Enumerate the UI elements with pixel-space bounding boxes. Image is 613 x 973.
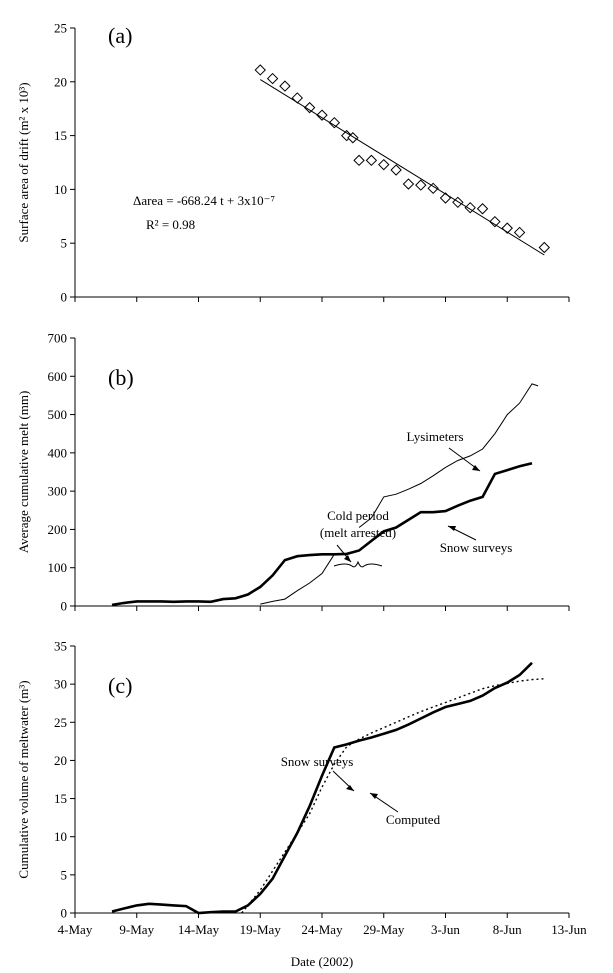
arrowhead	[346, 785, 354, 791]
annot-cold-period: Cold period	[327, 508, 389, 523]
annot-lysimeters: Lysimeters	[406, 429, 463, 444]
data-point-diamond	[365, 154, 378, 167]
y-tick-label: 5	[61, 867, 68, 882]
data-point-diamond	[316, 109, 328, 121]
data-point-diamond	[254, 64, 266, 76]
data-point-diamond	[538, 241, 551, 254]
annot-snow-surveys: Snow surveys	[281, 754, 354, 769]
y-axis-title: Average cumulative melt (mm)	[16, 391, 31, 554]
y-axis-title: Cumulative volume of meltwater (m³)	[16, 680, 31, 878]
x-tick-label: 14-May	[178, 922, 220, 937]
series-snow-surveys	[111, 661, 533, 915]
data-point-diamond	[427, 182, 439, 195]
panel-label: (b)	[108, 365, 134, 390]
panel-label: (c)	[108, 673, 132, 698]
y-tick-label: 200	[48, 522, 68, 537]
y-tick-label: 30	[54, 677, 67, 692]
x-tick-label: 13-Jun	[551, 922, 587, 937]
y-tick-label: 20	[54, 74, 67, 89]
data-point-diamond	[279, 80, 291, 92]
data-point-diamond	[489, 215, 501, 228]
y-tick-label: 25	[54, 21, 67, 36]
x-tick-label: 9-May	[119, 922, 154, 937]
series-snow-surveys	[111, 461, 533, 607]
y-tick-label: 500	[48, 407, 68, 422]
series-computed	[241, 678, 545, 914]
annot-melt-arrested: (melt arrested)	[320, 525, 396, 540]
data-point-diamond	[390, 164, 402, 176]
panel-b: 0 100 200 300 400 500 600 700 (b) Average cumulat…	[16, 331, 570, 614]
y-tick-label: 10	[54, 182, 67, 197]
panel-c: 0 5 10 15 20 25 30 35 4-May 9-May 14-May 19-May 24-M…	[16, 639, 587, 970]
r-squared-label: R² = 0.98	[146, 217, 195, 232]
series-lysimeters	[260, 383, 539, 605]
y-tick-label: 0	[61, 599, 68, 614]
data-point-diamond	[266, 72, 279, 85]
data-point-diamond	[291, 92, 304, 104]
data-point-diamond	[415, 179, 427, 191]
y-tick-label: 35	[54, 639, 67, 654]
arrowhead	[472, 465, 480, 471]
data-point-diamond	[402, 178, 415, 190]
y-tick-label: 0	[61, 290, 68, 305]
y-tick-label: 0	[61, 906, 68, 921]
x-tick-label: 24-May	[301, 922, 343, 937]
x-axis-title: Date (2002)	[291, 954, 353, 969]
y-tick-label: 400	[48, 445, 68, 460]
panel-label: (a)	[108, 23, 132, 48]
data-point-diamond	[452, 196, 464, 209]
arrowhead	[448, 526, 456, 531]
data-point-diamond	[476, 203, 489, 215]
annot-snow-surveys: Snow surveys	[440, 540, 513, 555]
data-point-diamond	[513, 226, 526, 239]
arrowhead	[370, 793, 378, 799]
x-tick-label: 29-May	[363, 922, 405, 937]
y-tick-label: 25	[54, 715, 67, 730]
arrowhead	[344, 555, 351, 562]
x-tick-label: 8-Jun	[493, 922, 522, 937]
y-tick-label: 15	[54, 791, 67, 806]
data-point-diamond	[328, 116, 341, 129]
y-tick-label: 700	[48, 331, 68, 346]
y-tick-label: 15	[54, 128, 67, 143]
y-axis-title: Surface area of drift (m² x 10³)	[16, 82, 31, 242]
y-tick-label: 300	[48, 484, 68, 499]
x-tick-label: 4-May	[58, 922, 93, 937]
y-tick-label: 10	[54, 829, 67, 844]
regression-equation: Δarea = -668.24 t + 3x10⁻⁷	[133, 193, 275, 208]
data-point-diamond	[353, 154, 365, 167]
x-tick-label: 19-May	[240, 922, 282, 937]
brace-cold-period	[333, 560, 383, 568]
y-tick-label: 600	[48, 369, 68, 384]
trend-line	[260, 79, 545, 256]
data-point-diamond	[378, 158, 390, 171]
y-tick-label: 5	[61, 236, 68, 251]
y-tick-label: 100	[48, 560, 68, 575]
y-tick-label: 20	[54, 753, 67, 768]
annot-computed: Computed	[386, 812, 441, 827]
data-point-diamond	[303, 101, 316, 114]
x-tick-label: 3-Jun	[431, 922, 460, 937]
panel-a: 0 5 10 15 20 25 (a) Surface area of drift (m² x…	[16, 21, 570, 305]
